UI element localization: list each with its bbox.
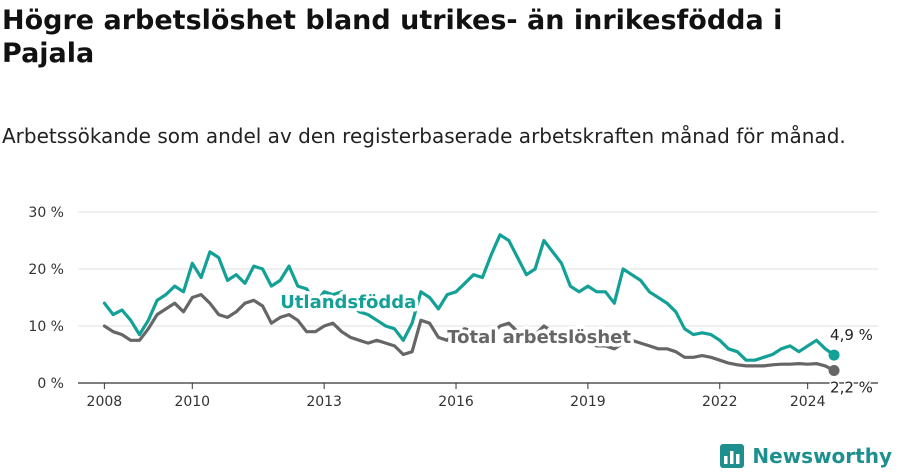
line-chart: 0 % 10 % 20 % 30 % 2008 2010 2013 2016 2019 2022 2…	[28, 205, 878, 410]
x-tick-label: 2019	[570, 394, 606, 410]
series-end-point-0	[828, 349, 840, 361]
y-tick-label: 30 %	[28, 205, 64, 221]
brand-name: Newsworthy	[752, 444, 892, 468]
chart-title: Högre arbetslöshet bland utrikes- än inr…	[2, 5, 783, 69]
series-name-label-1: Total arbetslöshet	[447, 327, 631, 348]
x-tick-label: 2010	[174, 394, 210, 410]
chart-subtitle: Arbetssökande som andel av den registerb…	[2, 124, 846, 148]
label-layer: 4,9 % 2,2 % Utlandsfödda Total arbetslöshet	[277, 288, 875, 398]
series-line-0	[102, 233, 836, 362]
x-tick-label: 2008	[87, 394, 123, 410]
y-tick-label: 0 %	[37, 376, 64, 392]
x-tick-label: 2016	[438, 394, 474, 410]
x-tick-label: 2022	[702, 394, 738, 410]
newsworthy-icon	[720, 444, 745, 468]
x-tick-label: 2013	[306, 394, 342, 410]
y-tick-label: 20 %	[28, 262, 64, 278]
axis-layer: 0 % 10 % 20 % 30 % 2008 2010 2013 2016 2019 2022 2…	[28, 205, 825, 410]
newsworthy-logo: Newsworthy	[720, 444, 892, 468]
series-end-label-1: 2,2 %	[830, 378, 873, 396]
series-name-label-0: Utlandsfödda	[280, 292, 416, 313]
x-tick-label: 2024	[790, 394, 826, 410]
series-end-label-0: 4,9 %	[830, 326, 873, 344]
series-line-1	[102, 293, 836, 373]
grid-layer	[78, 211, 878, 384]
series-layer	[102, 233, 840, 376]
y-tick-label: 10 %	[28, 319, 64, 335]
series-end-point-1	[828, 364, 840, 376]
